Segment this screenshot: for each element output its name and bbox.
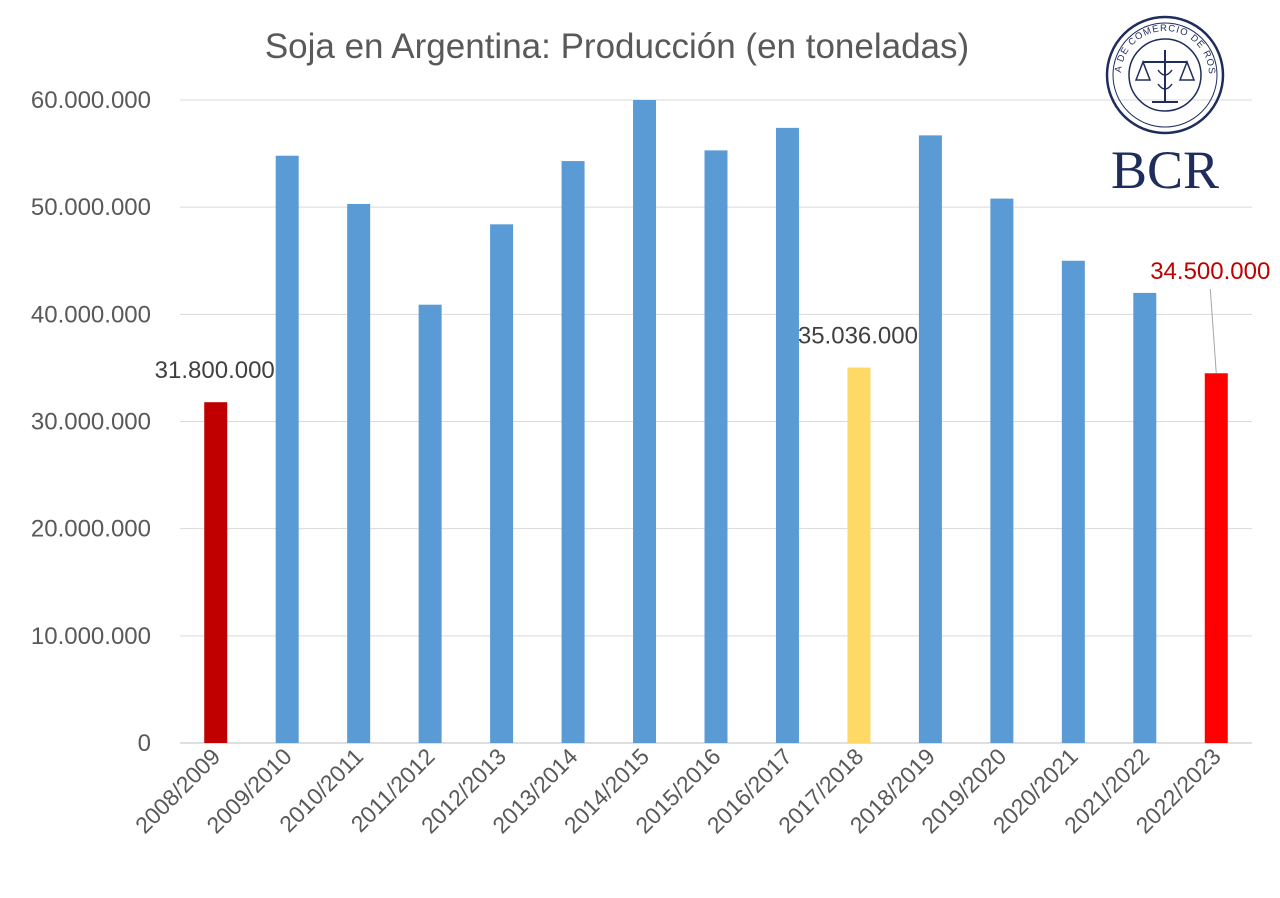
- bar: [918, 135, 942, 744]
- bcr-seal-icon: BOLSA DE COMERCIO DE ROSARIO: [0, 0, 1225, 135]
- chart-title: Soja en Argentina: Producción (en tonela…: [265, 27, 969, 66]
- bar: [1133, 292, 1157, 743]
- bar: [847, 367, 871, 743]
- data-label: 31.800.000: [155, 357, 275, 384]
- x-axis-tick-labels: 2008/20092009/20102010/20112011/20122012…: [130, 743, 1226, 838]
- bar: [990, 198, 1014, 744]
- bar: [704, 150, 728, 743]
- y-tick-label: 50.000.000: [31, 194, 151, 221]
- bar: [775, 127, 799, 743]
- bars: [204, 100, 1228, 744]
- y-tick-label: 40.000.000: [31, 301, 151, 328]
- y-tick-label: 60.000.000: [31, 87, 151, 114]
- leader-line: [1209, 288, 1217, 374]
- bar: [347, 203, 371, 743]
- data-label: 35.036.000: [798, 323, 918, 350]
- y-tick-label: 0: [138, 730, 151, 757]
- y-tick-label: 20.000.000: [31, 516, 151, 543]
- y-axis-tick-labels: 0 10.000.000 20.000.000 30.000.000 40.000.00…: [31, 87, 151, 757]
- bar: [418, 304, 442, 743]
- bar: [1204, 373, 1228, 743]
- bar: [1061, 260, 1085, 743]
- bar: [275, 155, 299, 743]
- bcr-logo-text: BCR: [1111, 140, 1219, 200]
- y-tick-label: 30.000.000: [31, 409, 151, 436]
- bar: [633, 100, 657, 743]
- data-labels: 31.800.000 35.036.000 34.500.000: [155, 258, 1271, 384]
- bar: [561, 161, 585, 743]
- y-tick-label: 10.000.000: [31, 623, 151, 650]
- bar: [204, 402, 228, 743]
- data-label: 34.500.000: [1150, 258, 1270, 285]
- bar: [490, 224, 514, 743]
